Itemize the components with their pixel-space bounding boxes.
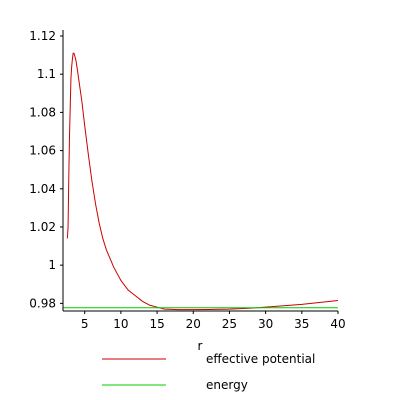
x-tick-label: 5 bbox=[81, 317, 89, 331]
y-tick-label: 1.1 bbox=[37, 67, 56, 81]
x-tick-label: 30 bbox=[258, 317, 273, 331]
y-tick-label: 1.12 bbox=[29, 29, 56, 43]
tick-labels: 0.98 1 1.02 1.04 1.06 1.08 1.1 1.12 5 10 15 20 25 30 3… bbox=[29, 29, 345, 331]
y-tick-label: 1.08 bbox=[29, 105, 56, 119]
legend-label-energy: energy bbox=[206, 378, 248, 392]
x-axis-label: r bbox=[198, 339, 203, 353]
series-line-effective-potential bbox=[66, 52, 339, 311]
x-tick-label: 40 bbox=[330, 317, 345, 331]
y-tick-label: 1.04 bbox=[29, 182, 56, 196]
legend: effective potential energy bbox=[102, 352, 315, 392]
x-tick-label: 25 bbox=[222, 317, 237, 331]
y-tick-label: 1.06 bbox=[29, 144, 56, 158]
x-tick-label: 35 bbox=[294, 317, 309, 331]
axes bbox=[60, 30, 339, 314]
y-tick-label: 1.02 bbox=[29, 220, 56, 234]
x-tick-label: 10 bbox=[113, 317, 128, 331]
x-tick-label: 15 bbox=[149, 317, 164, 331]
plot-area bbox=[63, 52, 339, 311]
x-tick-label: 20 bbox=[186, 317, 201, 331]
y-tick-label: 1 bbox=[48, 258, 56, 272]
y-tick-label: 0.98 bbox=[29, 296, 56, 310]
legend-label-effective-potential: effective potential bbox=[206, 352, 315, 366]
